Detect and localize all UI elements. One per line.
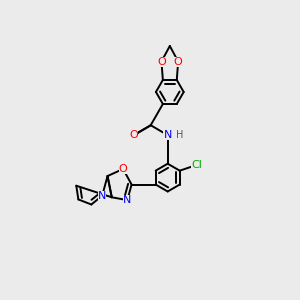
Text: O: O [129, 130, 138, 140]
Text: H: H [176, 130, 183, 140]
Text: O: O [174, 56, 183, 67]
Text: N: N [164, 130, 172, 140]
Text: N: N [98, 191, 106, 201]
Text: Cl: Cl [191, 160, 202, 170]
Text: O: O [119, 164, 128, 174]
Text: O: O [157, 56, 166, 67]
Text: N: N [123, 195, 131, 205]
